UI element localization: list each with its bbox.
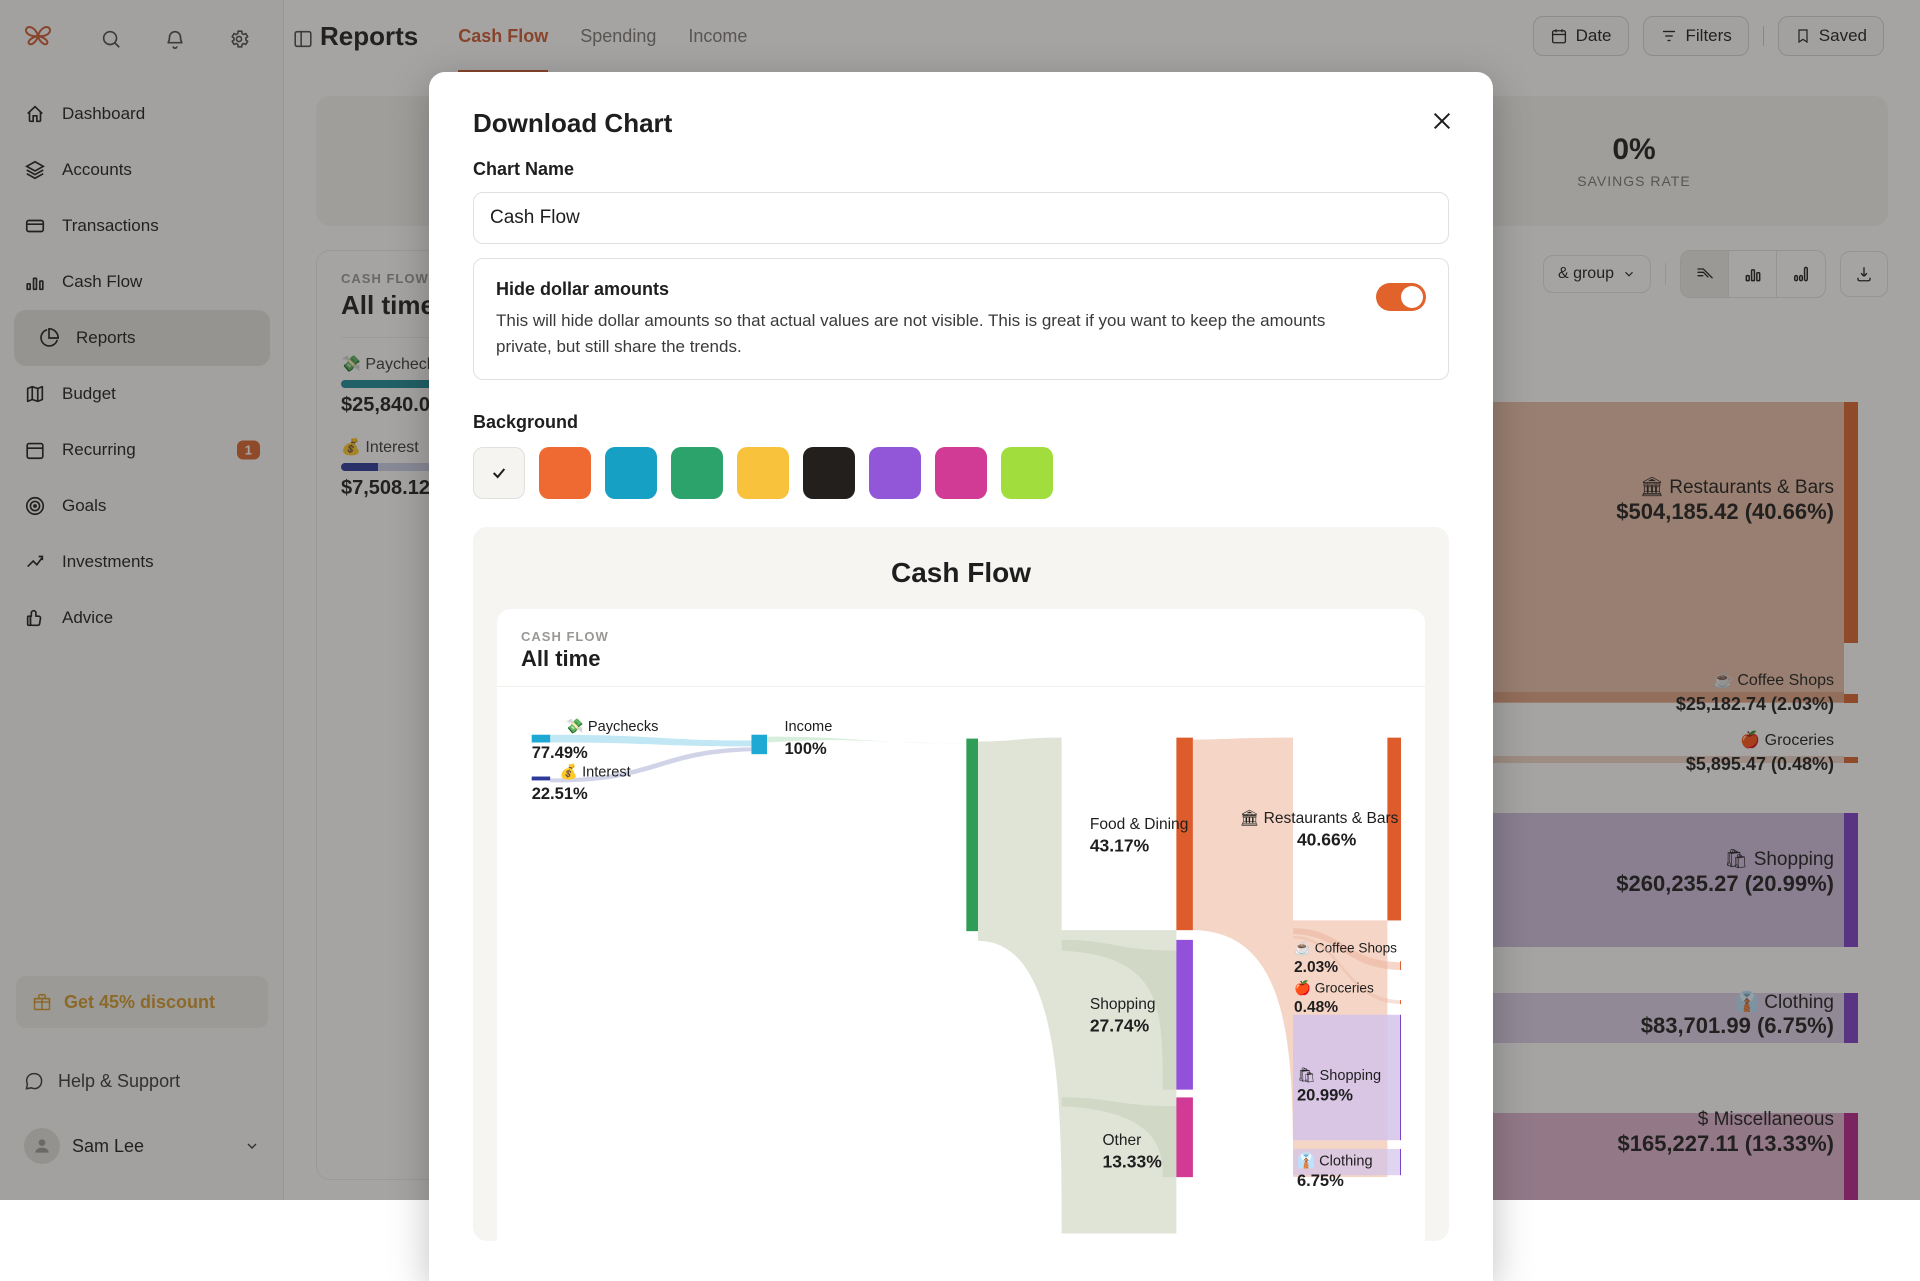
- svg-text:2.03%: 2.03%: [1294, 959, 1338, 976]
- svg-text:6.75%: 6.75%: [1297, 1171, 1344, 1190]
- svg-text:22.51%: 22.51%: [532, 784, 588, 803]
- svg-text:👔 Clothing: 👔 Clothing: [1297, 1151, 1373, 1169]
- svg-text:💰 Interest: 💰 Interest: [560, 763, 631, 781]
- svg-text:40.66%: 40.66%: [1297, 830, 1357, 850]
- svg-text:13.33%: 13.33%: [1102, 1151, 1162, 1171]
- svg-text:Other: Other: [1102, 1132, 1141, 1149]
- svg-text:43.17%: 43.17%: [1090, 835, 1150, 855]
- svg-text:🏛 Restaurants & Bars: 🏛 Restaurants & Bars: [1240, 809, 1399, 827]
- svg-text:100%: 100%: [785, 739, 828, 758]
- svg-text:27.74%: 27.74%: [1090, 1015, 1150, 1035]
- svg-text:Income: Income: [785, 719, 833, 735]
- svg-text:77.49%: 77.49%: [532, 743, 588, 762]
- svg-text:🛍 Shopping: 🛍 Shopping: [1297, 1067, 1381, 1084]
- svg-text:🍎 Groceries: 🍎 Groceries: [1294, 979, 1374, 995]
- svg-text:Food & Dining: Food & Dining: [1090, 816, 1189, 833]
- svg-text:☕ Coffee Shops: ☕ Coffee Shops: [1294, 940, 1397, 956]
- svg-text:0.48%: 0.48%: [1294, 999, 1338, 1016]
- svg-text:20.99%: 20.99%: [1297, 1085, 1353, 1104]
- svg-text:💸 Paychecks: 💸 Paychecks: [566, 718, 659, 735]
- svg-text:Shopping: Shopping: [1090, 996, 1156, 1013]
